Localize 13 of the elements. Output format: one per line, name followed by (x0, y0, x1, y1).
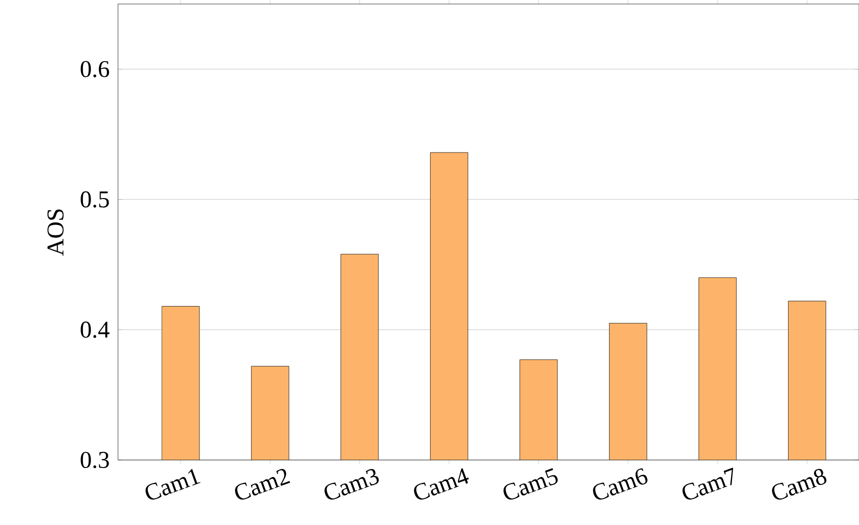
x-tick-label: Cam2 (235, 469, 290, 500)
x-tick-label: Cam1 (146, 468, 200, 500)
x-tick-label: Cam4 (414, 468, 469, 500)
x-tick-label: Cam6 (593, 468, 648, 500)
x-tick-label: Cam3 (324, 468, 379, 500)
y-tick-label: 0.6 (80, 60, 110, 78)
x-tick-label: Cam7 (682, 468, 734, 500)
y-tick-label: 0.4 (80, 322, 110, 338)
y-axis-title: AOS (47, 209, 64, 256)
x-tick-label: Cam5 (504, 468, 558, 500)
y-tick-label: 0.5 (80, 191, 109, 208)
y-tick-label: 0.3 (80, 452, 109, 468)
x-tick-label: Cam8 (772, 468, 826, 500)
